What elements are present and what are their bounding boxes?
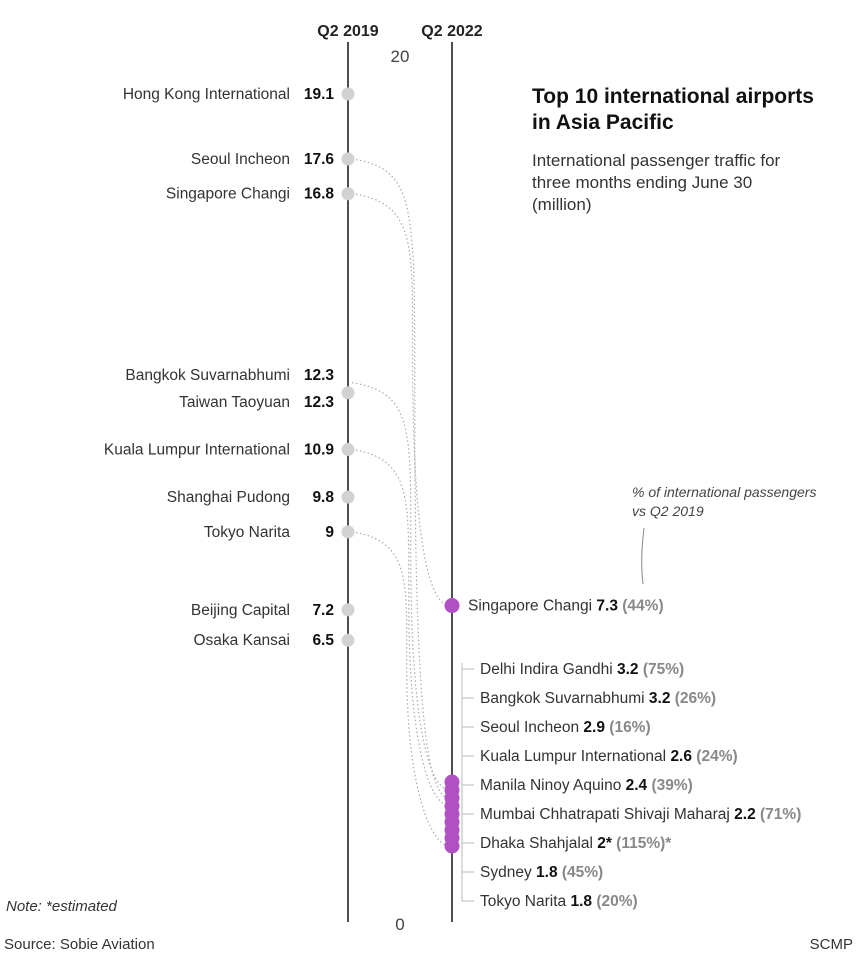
q2019-value-label: 17.6 [304, 151, 335, 168]
q2022-label: Seoul Incheon 2.9 (16%) [480, 719, 651, 736]
q2022-value-label: 2.9 [583, 719, 609, 736]
q2022-name-label: Mumbai Chhatrapati Shivaji Maharaj [480, 806, 734, 823]
q2019-dot [341, 490, 355, 504]
q2019-name-label: Tokyo Narita [204, 524, 291, 541]
q2022-value-label: 3.2 [649, 690, 675, 707]
q2022-name-label: Seoul Incheon [480, 719, 583, 736]
connector-line [351, 158, 451, 799]
q2022-label: Sydney 1.8 (45%) [480, 864, 603, 881]
q2019-name-label: Singapore Changi [166, 186, 290, 203]
q2022-name-label: Tokyo Narita [480, 893, 570, 910]
q2022-label: Delhi Indira Gandhi 3.2 (75%) [480, 661, 684, 678]
connector-line [351, 193, 451, 607]
q2019-name-label: Bangkok Suvarnabhumi [125, 367, 290, 384]
label-bracket [461, 663, 474, 902]
q2022-dot [444, 838, 460, 854]
q2019-dot [341, 525, 355, 539]
q2019-value-label: 9 [325, 524, 334, 541]
column-header-q2019: Q2 2019 [317, 23, 378, 40]
q2022-value-label: 2* [597, 835, 616, 852]
q2022-pct-label: (24%) [696, 748, 737, 765]
chart-subtitle: International passenger traffic for thre… [532, 151, 781, 214]
q2022-name-label: Dhaka Shahjalal [480, 835, 597, 852]
q2019-name-label: Osaka Kansai [194, 632, 291, 649]
q2019-name-label: Kuala Lumpur International [104, 441, 290, 458]
pct-annotation: % of international passengers vs Q2 2019 [632, 484, 817, 519]
q2022-label: Tokyo Narita 1.8 (20%) [480, 893, 638, 910]
column-header-q2022: Q2 2022 [421, 23, 482, 40]
source-credit: Source: Sobie Aviation [4, 936, 155, 953]
q2022-pct-label: (71%) [760, 806, 801, 823]
connector-line [351, 531, 451, 847]
q2022-dot [444, 598, 460, 614]
q2019-dot [341, 87, 355, 101]
q2022-label: Bangkok Suvarnabhumi 3.2 (26%) [480, 690, 716, 707]
connector-line [351, 448, 451, 807]
q2022-pct-label: (39%) [651, 777, 692, 794]
q2019-value-label: 16.8 [304, 186, 335, 203]
q2022-label: Mumbai Chhatrapati Shivaji Maharaj 2.2 (… [480, 806, 801, 823]
annotation-pointer [641, 527, 645, 585]
q2022-pct-label: (26%) [675, 690, 716, 707]
q2022-name-label: Kuala Lumpur International [480, 748, 670, 765]
tick-label-max: 20 [391, 47, 410, 66]
q2022-label: Singapore Changi 7.3 (44%) [468, 598, 664, 615]
q2022-pct-label: (115%)* [616, 835, 672, 852]
q2022-name-label: Sydney [480, 864, 536, 881]
q2019-value-label: 7.2 [312, 602, 334, 619]
publisher-credit: SCMP [809, 936, 853, 953]
footnote: Note: *estimated [6, 898, 117, 915]
q2022-pct-label: (20%) [596, 893, 637, 910]
q2019-dot [341, 603, 355, 617]
q2022-name-label: Delhi Indira Gandhi [480, 661, 617, 678]
q2022-pct-label: (44%) [622, 598, 663, 615]
q2019-dot [341, 386, 355, 400]
q2022-name-label: Singapore Changi [468, 598, 596, 615]
q2022-pct-label: (75%) [643, 661, 684, 678]
q2022-pct-label: (16%) [609, 719, 650, 736]
q2019-name-label: Taiwan Taoyuan [179, 394, 290, 411]
q2022-label: Dhaka Shahjalal 2* (115%)* [480, 835, 672, 852]
q2022-value-label: 2.2 [734, 806, 760, 823]
q2022-value-label: 2.6 [670, 748, 696, 765]
q2019-value-label: 9.8 [312, 489, 334, 506]
q2019-name-label: Shanghai Pudong [167, 489, 290, 506]
q2019-dot [341, 442, 355, 456]
tick-label-min: 0 [395, 915, 404, 934]
q2022-pct-label: (45%) [562, 864, 603, 881]
q2022-value-label: 1.8 [570, 893, 596, 910]
chart-title: Top 10 international airports in Asia Pa… [532, 85, 814, 134]
q2022-value-label: 3.2 [617, 661, 643, 678]
q2022-value-label: 7.3 [596, 598, 622, 615]
connector-line [351, 382, 451, 791]
q2022-value-label: 1.8 [536, 864, 562, 881]
q2019-dot [341, 152, 355, 166]
q2022-name-label: Manila Ninoy Aquino [480, 777, 626, 794]
q2022-name-label: Bangkok Suvarnabhumi [480, 690, 649, 707]
q2022-value-label: 2.4 [626, 777, 652, 794]
q2019-value-label: 12.3 [304, 367, 335, 384]
q2019-value-label: 19.1 [304, 86, 335, 103]
q2022-label: Kuala Lumpur International 2.6 (24%) [480, 748, 738, 765]
q2019-value-label: 12.3 [304, 394, 335, 411]
q2019-name-label: Hong Kong International [123, 86, 290, 103]
q2019-name-label: Seoul Incheon [191, 151, 290, 168]
q2022-label: Manila Ninoy Aquino 2.4 (39%) [480, 777, 693, 794]
q2019-dot [341, 187, 355, 201]
q2019-name-label: Beijing Capital [191, 602, 290, 619]
q2019-dot [341, 633, 355, 647]
q2019-value-label: 10.9 [304, 441, 335, 458]
q2019-value-label: 6.5 [312, 632, 334, 649]
